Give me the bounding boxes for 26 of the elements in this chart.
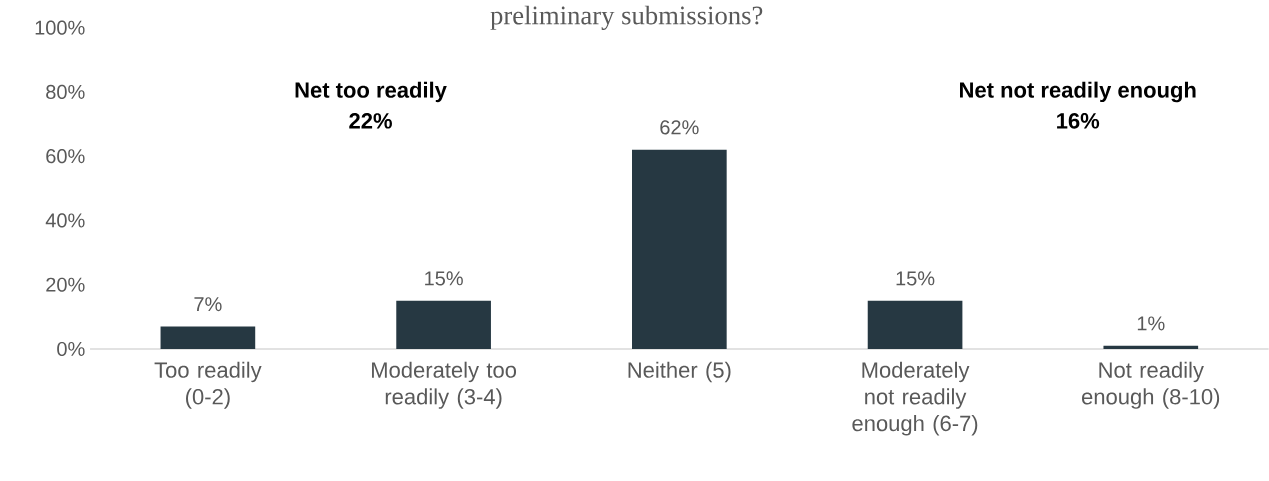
y-tick-label: 20%	[46, 277, 85, 292]
x-tick-label: Too readily (0-2)	[154, 361, 262, 409]
data-label: 62%	[660, 120, 699, 135]
x-tick-label: Not readily enough (8-10)	[1082, 361, 1220, 409]
annotation: 22%	[349, 113, 392, 129]
x-tick-label: Neither (5)	[628, 361, 731, 383]
annotation: Net not readily enough	[960, 81, 1196, 103]
y-tick-label: 80%	[46, 84, 85, 99]
chart-title: preliminary submissions?	[490, 5, 763, 30]
y-tick-label: 40%	[45, 213, 85, 228]
y-tick-label: 100%	[35, 20, 85, 35]
bar	[160, 326, 256, 349]
x-tick-label: Moderately too readily (3-4)	[372, 361, 517, 409]
bar	[396, 300, 491, 349]
y-tick-label: 60%	[46, 149, 85, 164]
data-label: 15%	[425, 271, 463, 286]
x-tick-label: Moderately not readily enough (6-7)	[852, 361, 978, 436]
bar	[632, 149, 727, 349]
data-label: 7%	[194, 297, 222, 312]
bar	[867, 300, 963, 349]
bar	[1103, 345, 1199, 349]
annotation: Net too readily	[295, 81, 447, 103]
y-tick-label: 0%	[57, 341, 85, 357]
data-label: 15%	[896, 271, 935, 286]
annotation: 16%	[1057, 113, 1100, 129]
data-label: 1%	[1137, 316, 1165, 331]
